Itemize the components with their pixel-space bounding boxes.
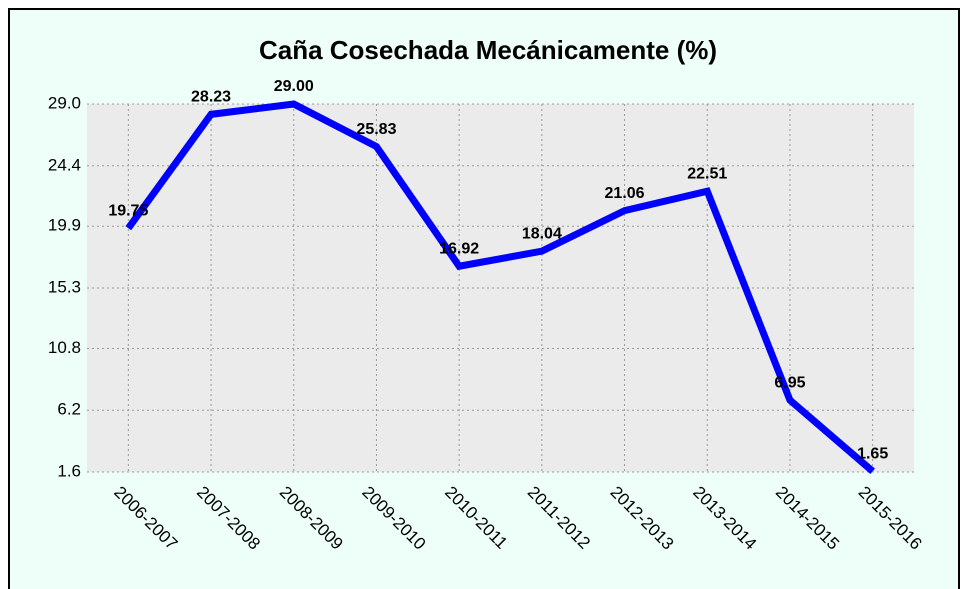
y-tick-label: 15.3 [48, 277, 81, 296]
y-tick-label: 19.9 [48, 216, 81, 235]
data-label: 29.00 [274, 78, 314, 95]
plot-area [87, 104, 914, 472]
data-label: 6.95 [774, 374, 805, 391]
data-label: 19.75 [108, 202, 148, 219]
data-label: 16.92 [439, 240, 479, 257]
data-label: 18.04 [522, 225, 562, 242]
y-tick-label: 10.8 [48, 338, 81, 357]
y-tick-label: 29.0 [48, 93, 81, 112]
y-tick-label: 1.6 [57, 461, 81, 480]
data-label: 22.51 [687, 165, 727, 182]
y-tick-label: 6.2 [57, 400, 81, 419]
data-label: 1.65 [857, 446, 888, 463]
data-label: 25.83 [356, 121, 396, 138]
chart-title: Caña Cosechada Mecánicamente (%) [259, 35, 717, 65]
line [125, 100, 875, 474]
data-label: 28.23 [191, 89, 231, 106]
y-tick-label: 24.4 [48, 155, 81, 174]
data-label: 21.06 [605, 185, 645, 202]
